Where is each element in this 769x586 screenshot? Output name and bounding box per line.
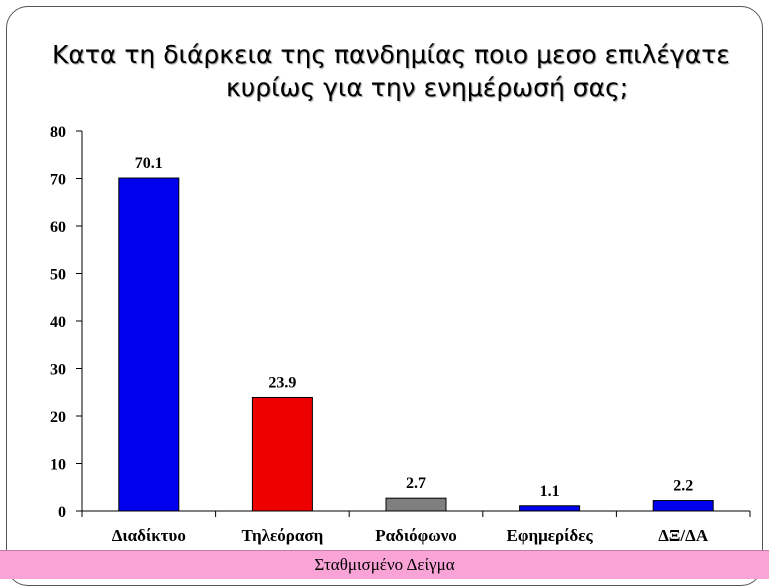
bar-value-label: 2.2 (673, 478, 693, 495)
y-tick-label: 40 (50, 314, 66, 331)
chart-title-line-1: Κατα τη διάρκεια της πανδημίας ποιο μεσο… (52, 40, 730, 69)
bar (385, 497, 447, 512)
footer-banner: Σταθμισμένο Δείγμα (0, 550, 769, 579)
y-tick-label: 30 (50, 362, 66, 379)
y-tick-label: 10 (50, 457, 66, 474)
chart-title-line-2: κυρίως για την ενημέρωσή σας; (226, 73, 629, 102)
bar-value-label: 1.1 (540, 483, 560, 500)
bar (118, 177, 180, 512)
x-category-label: Διαδίκτυο (112, 526, 186, 545)
x-category-label: Τηλεόραση (242, 526, 324, 545)
y-tick-label: 20 (50, 409, 66, 426)
y-tick-label: 80 (50, 124, 66, 141)
chart-title: Κατα τη διάρκεια της πανδημίας ποιο μεσο… (0, 38, 769, 104)
x-category-label: Ραδιόφωνο (375, 526, 457, 545)
y-tick-label: 60 (50, 219, 66, 236)
footer-text: Σταθμισμένο Δείγμα (314, 555, 455, 574)
data-labels: 70.1 23.9 2.7 1.1 2.2 (135, 155, 693, 500)
bar-value-label: 23.9 (268, 374, 296, 391)
x-category-label: Εφημερίδες (507, 526, 594, 545)
x-axis: Διαδίκτυο Τηλεόραση Ραδιόφωνο Εφημερίδες ΔΞ/… (81, 510, 751, 545)
bar-value-label: 70.1 (135, 155, 163, 172)
bar (519, 505, 581, 512)
x-category-label: ΔΞ/ΔΑ (658, 526, 709, 545)
y-tick-label: 50 (50, 267, 66, 284)
y-tick-label: 70 (50, 172, 66, 189)
y-axis: 0 10 20 30 40 50 60 70 80 (50, 124, 83, 521)
bar-value-label: 2.7 (406, 475, 426, 492)
y-tick-label: 0 (58, 504, 66, 521)
bar (251, 396, 313, 512)
bars (118, 177, 714, 512)
bar (652, 500, 714, 512)
